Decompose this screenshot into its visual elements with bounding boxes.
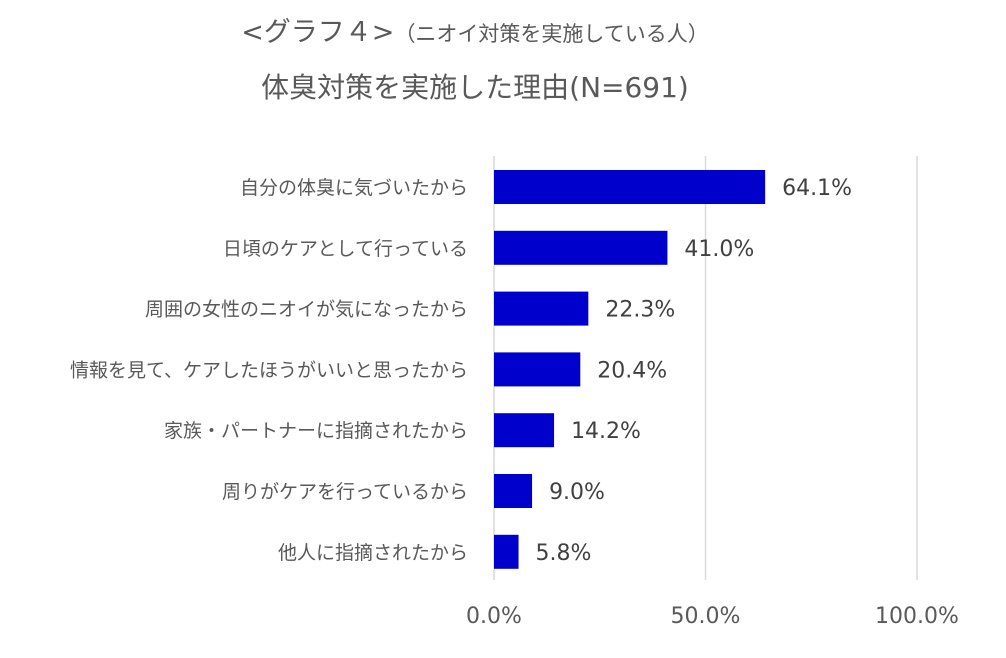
- x-tick-label: 0.0%: [466, 604, 522, 629]
- data-label: 20.4%: [597, 358, 667, 383]
- bar: [494, 170, 766, 204]
- category-label: 自分の体臭に気づいたから: [240, 177, 468, 199]
- chart-title: 体臭対策を実施した理由(N=691): [261, 71, 689, 104]
- data-label: 9.0%: [549, 480, 605, 505]
- bar: [494, 230, 668, 265]
- chart-title-main: <グラフ４>: [241, 17, 395, 48]
- bar: [494, 413, 555, 448]
- category-label: 日頃のケアとして行っている: [223, 238, 468, 260]
- bar: [494, 534, 519, 569]
- data-label: 14.2%: [571, 419, 641, 444]
- category-label: 家族・パートナーに指摘されたから: [164, 420, 468, 442]
- data-label: 22.3%: [605, 298, 675, 323]
- category-label: 他人に指摘されたから: [278, 542, 468, 564]
- bar: [494, 474, 533, 508]
- x-tick-label: 50.0%: [671, 604, 741, 629]
- data-label: 5.8%: [536, 541, 592, 566]
- data-label: 41.0%: [684, 237, 754, 262]
- data-label: 64.1%: [782, 176, 852, 201]
- category-label: 周囲の女性のニオイが気になったから: [145, 299, 468, 321]
- x-tick-label: 100.0%: [875, 604, 959, 629]
- category-labels: 自分の体臭に気づいたから日頃のケアとして行っている周囲の女性のニオイが気になった…: [70, 177, 468, 564]
- category-label: 周りがケアを行っているから: [222, 481, 468, 503]
- category-label: 情報を見て、ケアしたほうがいいと思ったから: [70, 359, 468, 381]
- bars: [494, 170, 766, 569]
- x-axis-ticks: 0.0% 50.0% 100.0%: [466, 604, 959, 629]
- value-labels: 64.1% 41.0% 22.3% 20.4% 14.2% 9.0% 5.8%: [536, 176, 852, 566]
- chart-title-line1: <グラフ４>（ニオイ対策を実施している人）: [0, 10, 950, 49]
- bar: [494, 291, 589, 326]
- bar: [494, 352, 581, 387]
- chart-title-sub: （ニオイ対策を実施している人）: [394, 22, 709, 46]
